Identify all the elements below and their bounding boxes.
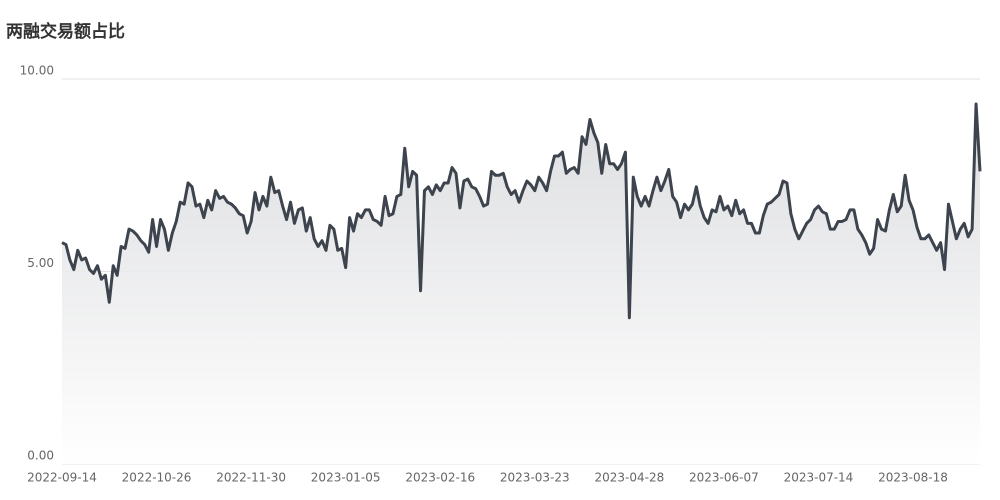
x-tick-label: 2022-10-26 (122, 471, 192, 485)
x-tick-label: 2022-11-30 (216, 471, 286, 485)
x-tick-label: 2023-06-07 (689, 471, 759, 485)
line (61, 102, 982, 320)
y-tick-label: 10.00 (20, 64, 54, 78)
x-tick-label: 2023-01-05 (311, 471, 381, 485)
y-tick-label: 5.00 (27, 256, 54, 270)
x-tick-label: 2023-07-14 (784, 471, 854, 485)
x-tick-label: 2023-08-18 (878, 471, 948, 485)
x-tick-label: 2022-09-14 (27, 471, 97, 485)
x-tick-label: 2023-03-23 (500, 471, 570, 485)
x-tick-label: 2023-04-28 (594, 471, 664, 485)
area-fill (62, 104, 980, 464)
chart-title: 两融交易额占比 (6, 21, 125, 42)
y-tick-label: 0.00 (27, 449, 54, 463)
x-tick-label: 2023-02-16 (405, 471, 475, 485)
